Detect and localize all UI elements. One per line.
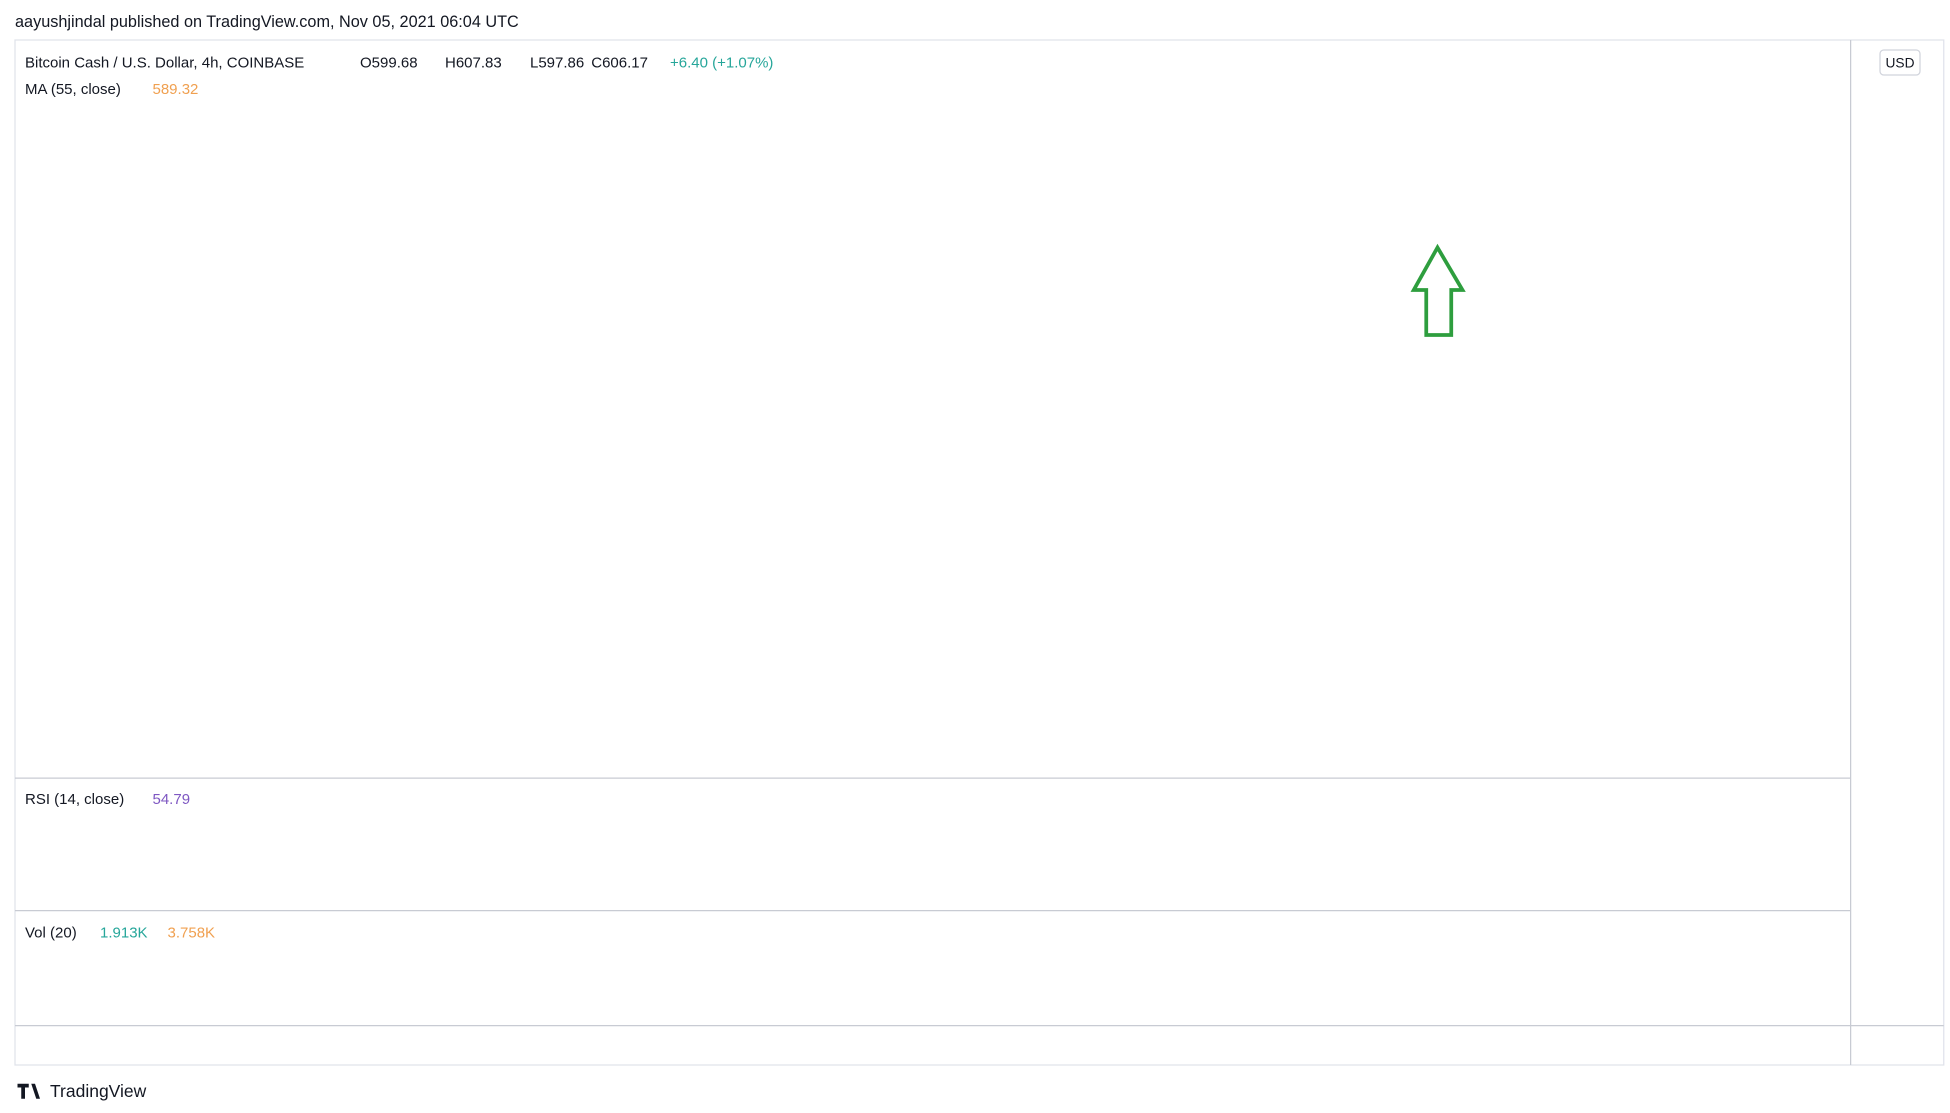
byline: aayushjindal published on TradingView.co… (15, 13, 519, 31)
brand-logo (17, 1083, 41, 1099)
ma-value: 589.32 (153, 81, 199, 98)
currency-button[interactable] (1879, 49, 1921, 76)
volume-ma-value: 3.758K (168, 925, 216, 942)
ohlc-open: O599.68 (360, 55, 418, 72)
ohlc-low: L597.86 (530, 55, 584, 72)
symbol-title: Bitcoin Cash / U.S. Dollar, 4h, COINBASE (25, 55, 304, 72)
ohlc-high: H607.83 (445, 55, 502, 72)
chart-frame (14, 39, 1945, 1066)
up-arrow (1410, 243, 1466, 337)
legend: Bitcoin Cash / U.S. Dollar, 4h, COINBASE… (25, 55, 773, 942)
volume-value: 1.913K (100, 925, 148, 942)
pane-separator (15, 910, 1851, 912)
brand: TradingView (17, 1081, 147, 1101)
rsi-name: RSI (14, close) (25, 791, 124, 808)
volume-name: Vol (20) (25, 925, 77, 942)
time-axis-line (15, 1025, 1944, 1027)
ma-name: MA (55, close) (25, 81, 121, 98)
price-axis-line (1850, 40, 1852, 1065)
ohlc-close: C606.17 (591, 55, 648, 72)
pane-separator (15, 777, 1851, 779)
ohlc-change: +6.40 (+1.07%) (670, 55, 773, 72)
rsi-value: 54.79 (153, 791, 191, 808)
currency-label[interactable]: USD (1885, 55, 1914, 70)
brand-name: TradingView (50, 1081, 147, 1101)
